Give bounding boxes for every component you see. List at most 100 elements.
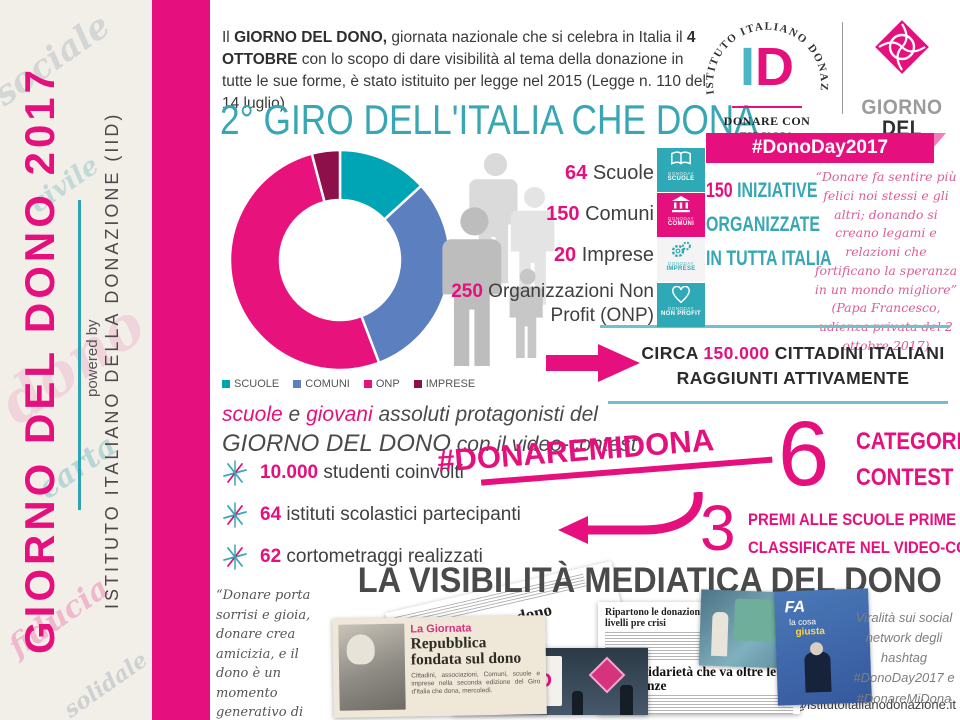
intro-text: Il (222, 28, 235, 46)
quote-text: “Donare porta sorrisi e gioia, donare cr… (216, 588, 311, 720)
asterisk-icon (223, 460, 247, 486)
school-stats-list: 10.000 studenti coinvolti 64 istituti sc… (222, 452, 521, 578)
gdd-line1: GIORNO (861, 96, 943, 119)
badge-comuni: DONODAY COMUNI (657, 193, 705, 237)
iid-letter-i: I (739, 37, 755, 97)
legend-label: COMUNI (305, 378, 350, 390)
gears-icon (657, 241, 705, 261)
caption-text: con il video-contest (450, 433, 637, 457)
social-line: #DonareMiDona (856, 690, 952, 706)
intro-text: con lo scopo di dare visibilità al tema … (222, 50, 706, 112)
stat-value: 64 (565, 162, 588, 184)
quote-papa-francesco: “Donare fa sentire più felici noi stessi… (814, 168, 958, 356)
organization-name-vertical: ISTITUTO ITALIANO DELLA DONAZIONE (IID) (102, 111, 122, 609)
donut-chart (228, 148, 452, 372)
divider-line (600, 325, 950, 328)
intro-text: giornata nazionale che si celebra in Ita… (387, 28, 687, 46)
iniziative-word: INIZIATIVE (732, 179, 818, 202)
reach-count: 150.000 (703, 343, 770, 363)
legend-label: SCUOLE (234, 378, 280, 390)
reach-line1: CIRCA 150.000 CITTADINI ITALIANI (632, 341, 954, 366)
stat-imprese: 20 Imprese (554, 244, 654, 267)
bullet-label: cortometraggi realizzati (281, 546, 483, 567)
legend-swatch (293, 380, 302, 388)
reach-text: CITTADINI ITALIANI (769, 343, 945, 363)
intro-bold-date: 4 OTTOBRE (222, 28, 696, 68)
quote-mattarella: “Donare porta sorrisi e gioia, donare cr… (216, 586, 328, 720)
vertical-divider (78, 200, 81, 510)
reach-line2: RAGGIUNTI ATTIVAMENTE (676, 368, 910, 389)
badge-tiny-label: DONODAY (668, 261, 694, 266)
bullet-istituti: 64 istituti scolastici partecipanti (222, 494, 521, 536)
heart-icon (657, 285, 705, 306)
press-clipping-repubblica: La Giornata Repubblica fondata sul dono … (332, 615, 547, 718)
stat-label: Organizzazioni Non Profit (ONP) (482, 281, 654, 326)
stat-value: 250 (451, 281, 483, 302)
book-icon (657, 151, 705, 171)
badge-name: SCUOLE (667, 176, 695, 182)
left-sidebar: sociale civile dono carta fiducia solida… (0, 0, 152, 720)
press-headline: Repubblica fondata sul dono (410, 634, 522, 669)
stat-comuni: 150 Comuni (546, 203, 654, 226)
bullet-text: 10.000 studenti coinvolti (260, 462, 464, 484)
badge-name: IMPRESE (666, 266, 696, 272)
right-arrow-icon (546, 344, 640, 382)
legend-swatch (222, 380, 230, 388)
legend-swatch (413, 380, 422, 388)
iniziative-line2: ORGANIZZATE (706, 213, 821, 236)
categorie-count: 6 (778, 403, 830, 505)
bullet-label: studenti coinvolti (318, 462, 464, 483)
caption-text: e (282, 403, 307, 426)
intro-paragraph: Il GIORNO DEL DONO, giornata nazionale c… (222, 27, 709, 115)
iniziative-line3: IN TUTTA ITALIA (706, 247, 832, 270)
legend-label: ONP (375, 378, 400, 390)
press-photo-figure (346, 634, 375, 665)
legend-item: ONP (363, 378, 400, 390)
divider-line (608, 401, 948, 404)
press-photo (338, 623, 406, 711)
stat-value: 20 (553, 244, 577, 266)
iniziative-count: 150 (706, 179, 733, 202)
badge-tiny-label: DONODAY (668, 306, 694, 311)
reach-text: CIRCA (641, 343, 704, 363)
magenta-band (152, 0, 210, 720)
badge-scuole: DONODAY SCUOLE (657, 148, 705, 192)
bullet-cortometraggi: 62 cortometraggi realizzati (222, 536, 521, 578)
social-line: network degli (865, 630, 943, 646)
protagonists-line1: scuole e giovani assoluti protagonisti d… (222, 401, 637, 428)
powered-by-label: powered by (84, 319, 101, 397)
asterisk-icon (223, 502, 247, 528)
reach-statement: CIRCA 150.000 CITTADINI ITALIANI RAGGIUN… (632, 341, 954, 392)
press-kicker: La Giornata (410, 622, 472, 636)
bullet-text: 64 istituti scolastici partecipanti (260, 504, 521, 526)
bullet-count: 62 (260, 546, 282, 567)
bullet-count: 10.000 (260, 462, 319, 483)
tv-artwork (733, 598, 780, 643)
legend-item: IMPRESE (413, 378, 475, 390)
bullet-count: 64 (260, 504, 282, 525)
categorie-label1: CATEGORIE (856, 428, 960, 455)
bullet-label: istituti scolastici partecipanti (281, 504, 521, 525)
protagonists-line2: GIORNO DEL DONO con il video-contest (222, 428, 637, 459)
protagonists-caption: scuole e giovani assoluti protagonisti d… (222, 401, 637, 459)
iid-monogram: ID (698, 40, 836, 94)
banner-fold (934, 133, 946, 147)
badge-imprese: DONODAY IMPRESE (657, 238, 705, 282)
caption-event-name: GIORNO DEL DONO (222, 430, 451, 458)
stat-label: Comuni (579, 203, 654, 225)
curved-arrow-icon (558, 492, 703, 544)
bullet-text: 62 cortometraggi realizzati (260, 546, 483, 568)
people-silhouettes-icon (442, 153, 555, 366)
event-title-vertical: GIORNO DEL DONO 2017 (16, 65, 63, 655)
premi-label1: PREMI ALLE SCUOLE PRIME (748, 510, 957, 529)
page-title: 2° GIRO DELL'ITALIA CHE DONA (220, 96, 758, 143)
social-line: hashtag (880, 650, 928, 666)
stat-value: 150 (546, 203, 580, 225)
quote-text: “Donare fa sentire più felici noi stessi… (814, 169, 958, 297)
legend-swatch (363, 380, 372, 388)
iid-arc-text-icon: ISTITUTO ITALIANO DONAZIONE (693, 1, 829, 95)
press-body: Cittadini, associazioni, Comuni, scuole … (411, 669, 541, 696)
badge-non-profit: DONODAY NON PROFIT (657, 283, 705, 327)
iid-rule (732, 106, 802, 108)
